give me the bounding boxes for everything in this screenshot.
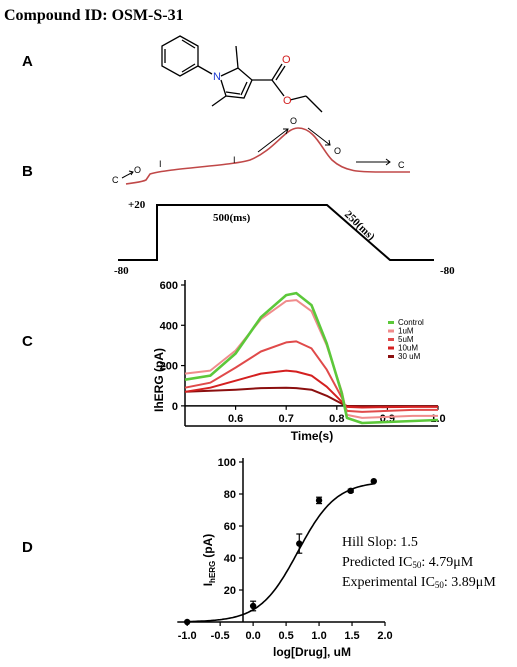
markov-state-i1: I [159,159,162,169]
c-y-tick-label: 600 [160,280,178,292]
gating-curve [125,127,410,185]
d-x-tick-label: 1.0 [311,630,326,642]
markov-state-o3: O [334,146,341,156]
c-series-line [184,369,438,409]
panel-label-c: C [22,333,33,350]
d-y-tick-label: 20 [224,585,236,597]
phenyl-double-bond [181,39,196,49]
d-x-tick-label: 2.0 [377,630,392,642]
c-legend-label: Control [398,318,424,327]
c-y-axis-label: IhERG (pA) [152,348,166,412]
d-data-point [296,540,303,547]
experimental-ic50-annotation: Experimental IC50: 3.89μM [342,575,496,590]
c-x-axis-label: Time(s) [291,429,333,443]
d-x-tick-label: 1.5 [344,630,359,642]
c-x-tick-label: 0.6 [228,413,243,425]
chemical-structure [161,35,323,113]
pyrrole-ring [220,67,253,99]
c-x-tick-label: 0.8 [329,413,344,425]
c-x-tick-label: 0.7 [279,413,294,425]
markov-state-o2: O [290,116,297,126]
c-legend-label: 10uM [398,344,418,353]
c-legend-swatch [388,329,394,333]
dose-response-chart: 20 40 60 80 100 -1.0 -0.5 0.0 0.5 1.0 1.5 2.0 IhER… [177,457,496,659]
hill-slope-annotation: Hill Slop: 1.5 [342,535,418,550]
d-y-tick-label: 60 [224,521,236,533]
ester-oxygen-bond [271,79,285,97]
d-x-axis-label: log[Drug], uM [273,645,351,659]
d-data-point [183,618,191,626]
c-series-line [184,340,438,413]
carbonyl-bond [271,63,283,81]
pyrrole-double-bond [225,91,241,95]
step-voltage-label: +20 [128,199,146,211]
c-x-tick-label: 1.0 [430,413,445,425]
markov-state-c2: C [398,160,405,170]
pred-value: : 4.79μM [421,555,473,570]
d-y-tick-label: 80 [224,489,236,501]
c-legend-swatch [388,338,394,341]
transition-arrows [121,127,391,179]
figure-title: Compound ID: OSM-S-31 [4,7,184,24]
step-duration-label: 500(ms) [213,212,251,224]
d-y-axis-label: IhERG (pA) [201,534,217,587]
methyl-bond [211,95,227,107]
phenyl-double-bond [181,63,196,73]
exp-value: : 3.89μM [444,575,496,590]
c-y-tick-label: 0 [172,401,178,413]
ethyl-bond [289,95,307,101]
phenyl-ring [161,35,199,77]
c-legend-label: 5uM [398,335,414,344]
markov-state-i2: I [233,155,236,165]
methyl-bond [235,45,239,69]
ester-oxygen-atom: O [283,95,292,107]
d-x-tick-label: 0.5 [278,630,293,642]
c-legend-swatch [388,346,394,350]
d-y-label-unit: (pA) [201,534,215,558]
holding-voltage-label: -80 [114,265,129,277]
panel-label-b: B [22,163,33,180]
c-y-tick-label: 200 [160,361,178,373]
d-y-label-main: I [201,583,215,586]
exp-sub: 50 [435,580,445,590]
end-voltage-label: -80 [440,265,455,277]
c-legend-label: 30 uM [398,352,421,361]
d-fit-curve [187,482,376,623]
nitrogen-atom: N [213,71,221,83]
c-legend-label: 1uM [398,327,414,336]
d-data-point [249,602,257,610]
voltage-protocol-trace [118,204,434,261]
panel-label-d: D [22,539,33,556]
pred-sub: 50 [412,560,422,570]
exp-prefix: Experimental IC [342,575,435,590]
d-y-label-sub: hERG [208,561,217,583]
carbonyl-oxygen-atom: O [282,54,291,66]
d-data-point [347,487,354,494]
panel-label-a: A [22,53,33,70]
c-legend-swatch [388,355,394,358]
d-data-point [370,478,377,485]
markov-state-o1: O [134,165,141,175]
ramp-duration-label: 250(ms) [342,209,377,244]
c-series-line [184,291,439,425]
markov-state-c1: C [112,175,119,185]
d-x-tick-label: -0.5 [211,630,230,642]
ethyl-bond [305,95,323,113]
d-y-tick-label: 100 [218,457,236,469]
c-series-line [184,386,438,408]
c-legend-swatch [388,321,394,324]
n-aryl-bond [197,65,213,75]
d-y-tick-label: 40 [224,553,236,565]
d-x-tick-label: 0.0 [245,630,260,642]
predicted-ic50-annotation: Predicted IC50: 4.79μM [342,555,474,570]
c-y-tick-label: 400 [160,320,178,332]
carbonyl-double-bond [275,65,286,81]
pyrrole-double-bond [240,81,248,96]
pred-prefix: Predicted IC [342,555,412,570]
d-data-point [315,497,323,504]
d-x-tick-label: -1.0 [178,630,197,642]
